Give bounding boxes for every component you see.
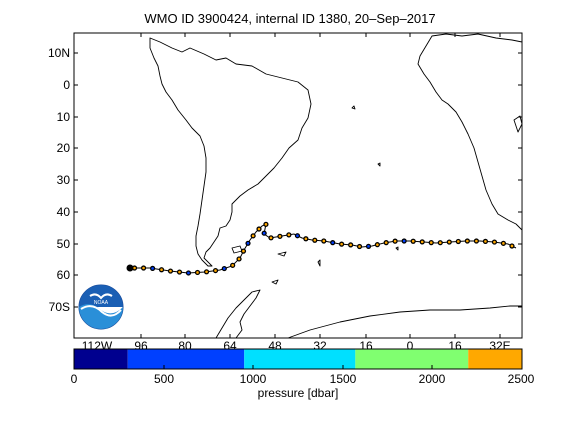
profile-marker-fill bbox=[429, 241, 433, 244]
latitude-tick-marks bbox=[74, 52, 522, 308]
lat-tick-label: 0 bbox=[63, 78, 70, 92]
south-america-coastline bbox=[149, 37, 312, 267]
colorbar-tick-label: 0 bbox=[71, 372, 78, 386]
profile-marker-fill bbox=[402, 239, 406, 243]
profile-marker-fill bbox=[231, 264, 234, 267]
track-start-marker bbox=[126, 264, 134, 272]
profile-marker-fill bbox=[296, 234, 299, 238]
profile-markers bbox=[126, 221, 515, 276]
profile-marker-fill bbox=[384, 241, 388, 244]
profile-marker-fill bbox=[466, 239, 469, 243]
africa-coastline bbox=[417, 33, 523, 231]
lat-tick-label: 40 bbox=[57, 205, 71, 219]
colorbar-band bbox=[127, 349, 245, 369]
profile-marker-fill bbox=[457, 240, 460, 243]
profile-marker-fill bbox=[269, 236, 273, 240]
colorbar-band bbox=[74, 349, 128, 369]
coastlines bbox=[149, 33, 523, 339]
profile-marker-fill bbox=[257, 227, 261, 231]
south-georgia bbox=[277, 251, 287, 257]
profile-marker-fill bbox=[187, 271, 190, 275]
profile-marker-fill bbox=[438, 241, 442, 244]
profile-marker-fill bbox=[340, 242, 343, 246]
profile-marker-fill bbox=[251, 234, 255, 238]
profile-marker-fill bbox=[367, 245, 370, 248]
map-panel: NOAA 10N 0 10 20 30 40 50 60 70S 11 bbox=[48, 32, 523, 353]
profile-marker-fill bbox=[358, 245, 361, 248]
profile-marker-fill bbox=[287, 233, 291, 237]
profile-marker-fill bbox=[393, 239, 397, 243]
lon-tick-label: 0 bbox=[407, 339, 414, 353]
profile-marker-fill bbox=[376, 243, 379, 246]
colorbar-band bbox=[468, 349, 522, 369]
profile-marker-fill bbox=[169, 269, 172, 273]
south-orkney-islands bbox=[271, 279, 279, 285]
colorbar-label: pressure [dbar] bbox=[258, 386, 339, 400]
profile-marker-fill bbox=[196, 271, 199, 274]
seagull-icon bbox=[89, 293, 113, 300]
colorbar-tick-marks bbox=[163, 365, 433, 369]
antarctica-coastline bbox=[287, 305, 523, 339]
colorbar-tick-label: 2500 bbox=[508, 372, 535, 386]
profile-marker-fill bbox=[142, 266, 145, 270]
profile-marker-fill bbox=[322, 239, 326, 243]
profile-marker-fill bbox=[304, 237, 308, 241]
colorbar-band bbox=[355, 349, 469, 369]
profile-marker-fill bbox=[205, 270, 208, 274]
profile-marker-fill bbox=[262, 231, 266, 235]
antarctic-peninsula bbox=[215, 289, 261, 339]
figure-title: WMO ID 3900424, internal ID 1380, 20–Sep… bbox=[144, 11, 435, 26]
profile-marker-fill bbox=[349, 243, 352, 247]
lat-tick-label: 10N bbox=[48, 46, 70, 60]
pressure-colorbar: 0 500 1000 1500 2000 2500 pressure [dbar… bbox=[71, 348, 535, 400]
profile-marker-fill bbox=[313, 238, 317, 242]
logo-text: NOAA bbox=[94, 300, 109, 306]
profile-marker-fill bbox=[133, 266, 136, 270]
colorbar-tick-label: 1500 bbox=[330, 372, 357, 386]
lat-tick-label: 60 bbox=[57, 268, 71, 282]
lat-tick-label: 30 bbox=[57, 173, 71, 187]
colorbar-band bbox=[244, 349, 356, 369]
profile-marker-fill bbox=[264, 223, 268, 226]
atlantic-island bbox=[377, 162, 381, 167]
colorbar-tick-label: 1000 bbox=[240, 372, 267, 386]
profile-marker-fill bbox=[447, 240, 451, 244]
lat-tick-label: 10 bbox=[57, 110, 71, 124]
atlantic-island bbox=[395, 246, 399, 251]
profile-marker-fill bbox=[502, 242, 505, 245]
profile-marker-fill bbox=[242, 249, 245, 253]
profile-marker-fill bbox=[151, 267, 154, 270]
atlantic-island bbox=[351, 105, 356, 110]
south-sandwich-islands bbox=[317, 259, 321, 267]
longitude-tick-marks bbox=[140, 33, 501, 338]
profile-marker-fill bbox=[246, 242, 250, 245]
profile-marker-fill bbox=[493, 240, 496, 244]
profile-marker-fill bbox=[484, 240, 487, 243]
profile-marker-fill bbox=[331, 241, 335, 244]
profile-marker-fill bbox=[420, 240, 424, 244]
colorbar-frame bbox=[73, 348, 523, 370]
lat-tick-label: 20 bbox=[57, 141, 71, 155]
profile-marker-fill bbox=[222, 267, 226, 270]
profile-marker-fill bbox=[214, 269, 217, 272]
profile-marker-fill bbox=[510, 244, 514, 248]
colorbar-tick-label: 2000 bbox=[419, 372, 446, 386]
latitude-ticks: 10N 0 10 20 30 40 50 60 70S bbox=[48, 46, 70, 314]
profile-marker-fill bbox=[178, 270, 181, 274]
noaa-logo-icon: NOAA bbox=[78, 284, 124, 330]
profile-marker-fill bbox=[237, 257, 241, 261]
colorbar-bands bbox=[74, 349, 522, 369]
profile-marker-fill bbox=[160, 268, 163, 272]
profile-marker-fill bbox=[475, 239, 478, 243]
profile-marker-fill bbox=[411, 239, 415, 243]
colorbar-tick-label: 500 bbox=[154, 372, 174, 386]
lat-tick-label: 70S bbox=[49, 300, 70, 314]
lat-tick-label: 50 bbox=[57, 237, 71, 251]
profile-marker-fill bbox=[278, 235, 282, 238]
